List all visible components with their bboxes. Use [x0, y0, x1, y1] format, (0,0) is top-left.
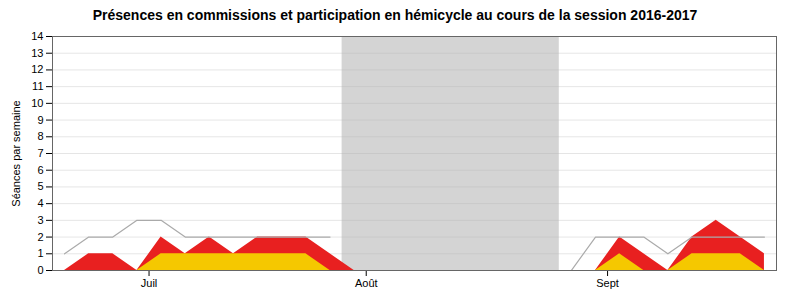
svg-text:10: 10 — [31, 97, 43, 109]
svg-text:5: 5 — [37, 180, 43, 192]
svg-text:Juil: Juil — [141, 277, 158, 289]
svg-text:13: 13 — [31, 47, 43, 59]
svg-text:8: 8 — [37, 130, 43, 142]
svg-text:6: 6 — [37, 164, 43, 176]
svg-text:0: 0 — [37, 264, 43, 276]
svg-text:3: 3 — [37, 214, 43, 226]
svg-text:Sept: Sept — [596, 277, 619, 289]
svg-text:2: 2 — [37, 231, 43, 243]
svg-text:Août: Août — [355, 277, 378, 289]
svg-text:7: 7 — [37, 147, 43, 159]
svg-text:Séances par semaine: Séances par semaine — [10, 100, 22, 206]
html-text:Présences en commissions et pa: Présences en commissions et participatio… — [92, 7, 698, 23]
svg-text:9: 9 — [37, 114, 43, 126]
svg-text:11: 11 — [32, 80, 43, 92]
svg-text:4: 4 — [37, 197, 43, 209]
svg-text:14: 14 — [31, 30, 43, 42]
svg-text:12: 12 — [31, 63, 43, 75]
svg-text:1: 1 — [37, 247, 43, 259]
